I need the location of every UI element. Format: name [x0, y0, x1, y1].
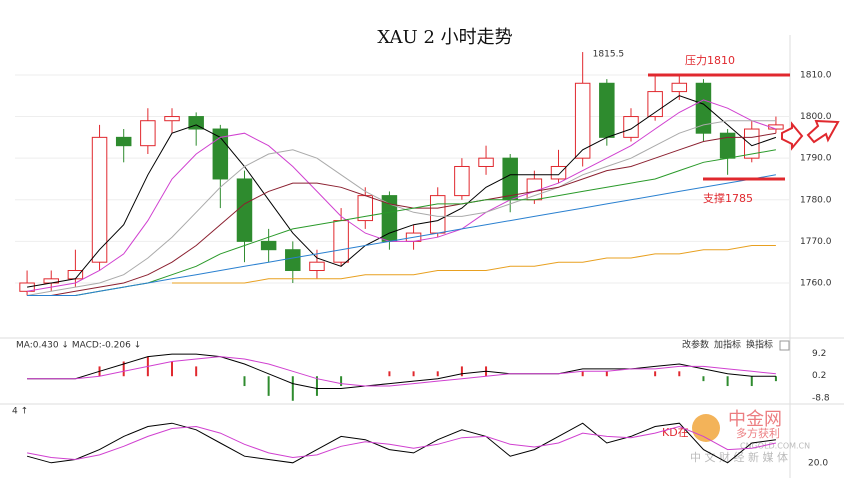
candle-body	[599, 82, 615, 138]
moving-average	[27, 95, 777, 288]
y-tick-label: 1790.0	[800, 154, 832, 164]
moving-average	[27, 149, 776, 296]
moving-average	[27, 120, 776, 296]
moving-average	[172, 245, 776, 284]
y-tick-label: 1810.0	[800, 70, 832, 80]
kd-d	[27, 425, 777, 461]
macd-button[interactable]: 改参数	[682, 339, 709, 351]
y-tick-label: 1800.0	[800, 112, 832, 122]
y-tick-label: 1780.0	[800, 195, 832, 205]
y-tick-label: 1760.0	[800, 278, 832, 288]
frames	[0, 35, 844, 478]
candle-body	[550, 165, 567, 180]
support-label: 支撑1785	[703, 191, 753, 205]
macd-button[interactable]: 换指标	[746, 339, 773, 351]
candle-body	[309, 261, 325, 272]
candle-body	[429, 195, 446, 234]
arrows	[781, 119, 840, 151]
watermark: CNGOLD.COM.CN	[740, 442, 810, 451]
candle-body	[91, 136, 108, 263]
candle-body	[19, 282, 35, 292]
candle-body	[236, 178, 253, 242]
y-tick-label: 1770.0	[800, 237, 832, 247]
kd-tick-label: 20.0	[808, 458, 828, 468]
candle-body	[333, 220, 349, 263]
macd-dea	[27, 356, 776, 387]
macd-header: MA:0.430 ↓ MACD:-0.206 ↓	[16, 341, 141, 351]
candle-body	[260, 240, 277, 251]
resistance-label: 压力1810	[685, 54, 735, 67]
peak-label: 1815.5	[593, 50, 625, 60]
chart-title: XAU 2 小时走势	[377, 27, 512, 48]
candle-body	[285, 249, 301, 272]
macd-dif	[27, 353, 776, 389]
candle-body	[164, 116, 180, 122]
candle-body	[623, 116, 639, 138]
candle-body	[67, 270, 84, 280]
candle-body	[502, 157, 518, 201]
watermark: 中金网	[728, 409, 782, 430]
candle-body	[695, 82, 712, 134]
candle-body	[454, 165, 470, 197]
macd-tick-label: -8.8	[812, 393, 830, 403]
candle-body	[115, 136, 132, 147]
macd-tick-label: 0.2	[812, 371, 826, 381]
macd-button[interactable]: 加指标	[714, 339, 741, 351]
kd-header: 4 ↑	[12, 407, 28, 417]
candle-body	[671, 82, 688, 93]
watermark: 中 文 财 经 新 媒 体	[690, 450, 788, 464]
candle-body	[140, 120, 156, 147]
candle-body	[478, 157, 494, 167]
moving-average	[27, 132, 776, 296]
moving-average	[27, 99, 777, 292]
macd-tick-label: 9.2	[812, 349, 826, 359]
moving-average	[27, 174, 776, 296]
kd-k	[26, 422, 776, 464]
watermark: 多方获利	[736, 426, 780, 440]
candle-body	[574, 82, 591, 159]
